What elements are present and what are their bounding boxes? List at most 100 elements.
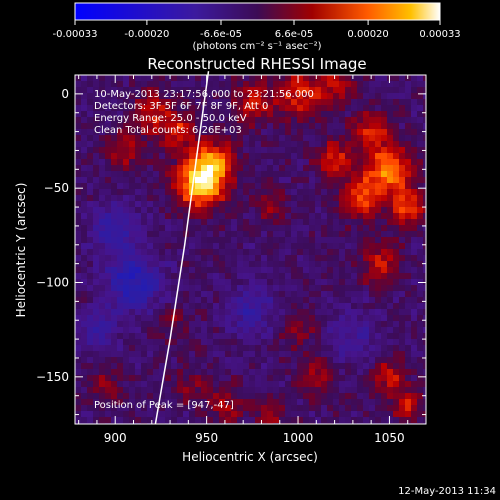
heatmap-cell (261, 333, 267, 339)
heatmap-cell (135, 177, 141, 183)
heatmap-cell (327, 231, 333, 237)
heatmap-cell (417, 411, 423, 417)
heatmap-cell (351, 315, 357, 321)
heatmap-cell (315, 165, 321, 171)
heatmap-cell (399, 207, 405, 213)
heatmap-cell (345, 303, 351, 309)
heatmap-cell (231, 273, 237, 279)
heatmap-cell (411, 381, 417, 387)
heatmap-cell (387, 345, 393, 351)
heatmap-cell (405, 411, 411, 417)
heatmap-cell (111, 303, 117, 309)
heatmap-cell (231, 411, 237, 417)
heatmap-cell (135, 243, 141, 249)
heatmap-cell (237, 255, 243, 261)
heatmap-cell (123, 357, 129, 363)
heatmap-cell (267, 159, 273, 165)
heatmap-cell (303, 261, 309, 267)
heatmap-cell (297, 339, 303, 345)
heatmap-cell (237, 213, 243, 219)
colorbar-tick-label: 0.00033 (419, 29, 460, 40)
heatmap-cell (231, 351, 237, 357)
heatmap-cell (399, 93, 405, 99)
heatmap-cell (75, 291, 81, 297)
y-tick-label: 0 (61, 87, 69, 101)
heatmap-cell (105, 159, 111, 165)
heatmap-cell (159, 417, 165, 423)
heatmap-cell (111, 177, 117, 183)
heatmap-cell (261, 99, 267, 105)
heatmap-cell (321, 291, 327, 297)
heatmap-cell (291, 339, 297, 345)
heatmap-cell (75, 171, 81, 177)
heatmap-cell (351, 183, 357, 189)
heatmap-cell (309, 303, 315, 309)
heatmap-cell (135, 399, 141, 405)
heatmap-cell (303, 111, 309, 117)
heatmap-cell (279, 267, 285, 273)
heatmap-cell (273, 261, 279, 267)
heatmap-cell (81, 147, 87, 153)
heatmap-cell (177, 87, 183, 93)
heatmap-cell (117, 279, 123, 285)
heatmap-cell (129, 99, 135, 105)
heatmap-cell (147, 333, 153, 339)
y-axis-label: Heliocentric Y (arcsec) (14, 183, 28, 318)
heatmap-cell (219, 147, 225, 153)
heatmap-cell (339, 297, 345, 303)
heatmap-cell (105, 171, 111, 177)
heatmap-cell (231, 231, 237, 237)
heatmap-cell (177, 75, 183, 81)
heatmap-cell (159, 93, 165, 99)
heatmap-cell (105, 255, 111, 261)
heatmap-cell (153, 375, 159, 381)
heatmap-cell (405, 219, 411, 225)
heatmap-cell (81, 339, 87, 345)
heatmap-cell (81, 201, 87, 207)
heatmap-cell (351, 363, 357, 369)
heatmap-cell (357, 135, 363, 141)
heatmap-cell (297, 345, 303, 351)
heatmap-cell (387, 189, 393, 195)
heatmap-cell (279, 369, 285, 375)
heatmap-cell (285, 141, 291, 147)
heatmap-cell (321, 201, 327, 207)
heatmap-cell (345, 267, 351, 273)
heatmap-cell (261, 93, 267, 99)
heatmap-cell (405, 141, 411, 147)
heatmap-cell (93, 165, 99, 171)
heatmap-cell (333, 321, 339, 327)
heatmap-cell (165, 303, 171, 309)
heatmap-cell (417, 375, 423, 381)
heatmap-cell (81, 375, 87, 381)
heatmap-cell (321, 285, 327, 291)
heatmap-cell (327, 321, 333, 327)
heatmap-cell (207, 159, 213, 165)
heatmap-cell (399, 231, 405, 237)
heatmap-cell (363, 195, 369, 201)
heatmap-cell (213, 225, 219, 231)
heatmap-cell (405, 99, 411, 105)
heatmap-cell (321, 393, 327, 399)
heatmap-cell (393, 417, 399, 423)
heatmap-cell (285, 387, 291, 393)
heatmap-cell (327, 387, 333, 393)
heatmap-cell (423, 81, 426, 87)
heatmap-cell (207, 315, 213, 321)
heatmap-cell (339, 273, 345, 279)
heatmap-cell (183, 291, 189, 297)
heatmap-cell (153, 159, 159, 165)
heatmap-cell (159, 333, 165, 339)
heatmap-cell (399, 363, 405, 369)
heatmap-cell (123, 285, 129, 291)
heatmap-cell (423, 213, 426, 219)
heatmap-cell (363, 141, 369, 147)
heatmap-cell (231, 297, 237, 303)
heatmap-cell (93, 87, 99, 93)
heatmap-cell (81, 351, 87, 357)
heatmap-cell (189, 99, 195, 105)
heatmap-cell (297, 219, 303, 225)
heatmap-cell (81, 231, 87, 237)
heatmap-cell (87, 315, 93, 321)
heatmap-cell (141, 399, 147, 405)
